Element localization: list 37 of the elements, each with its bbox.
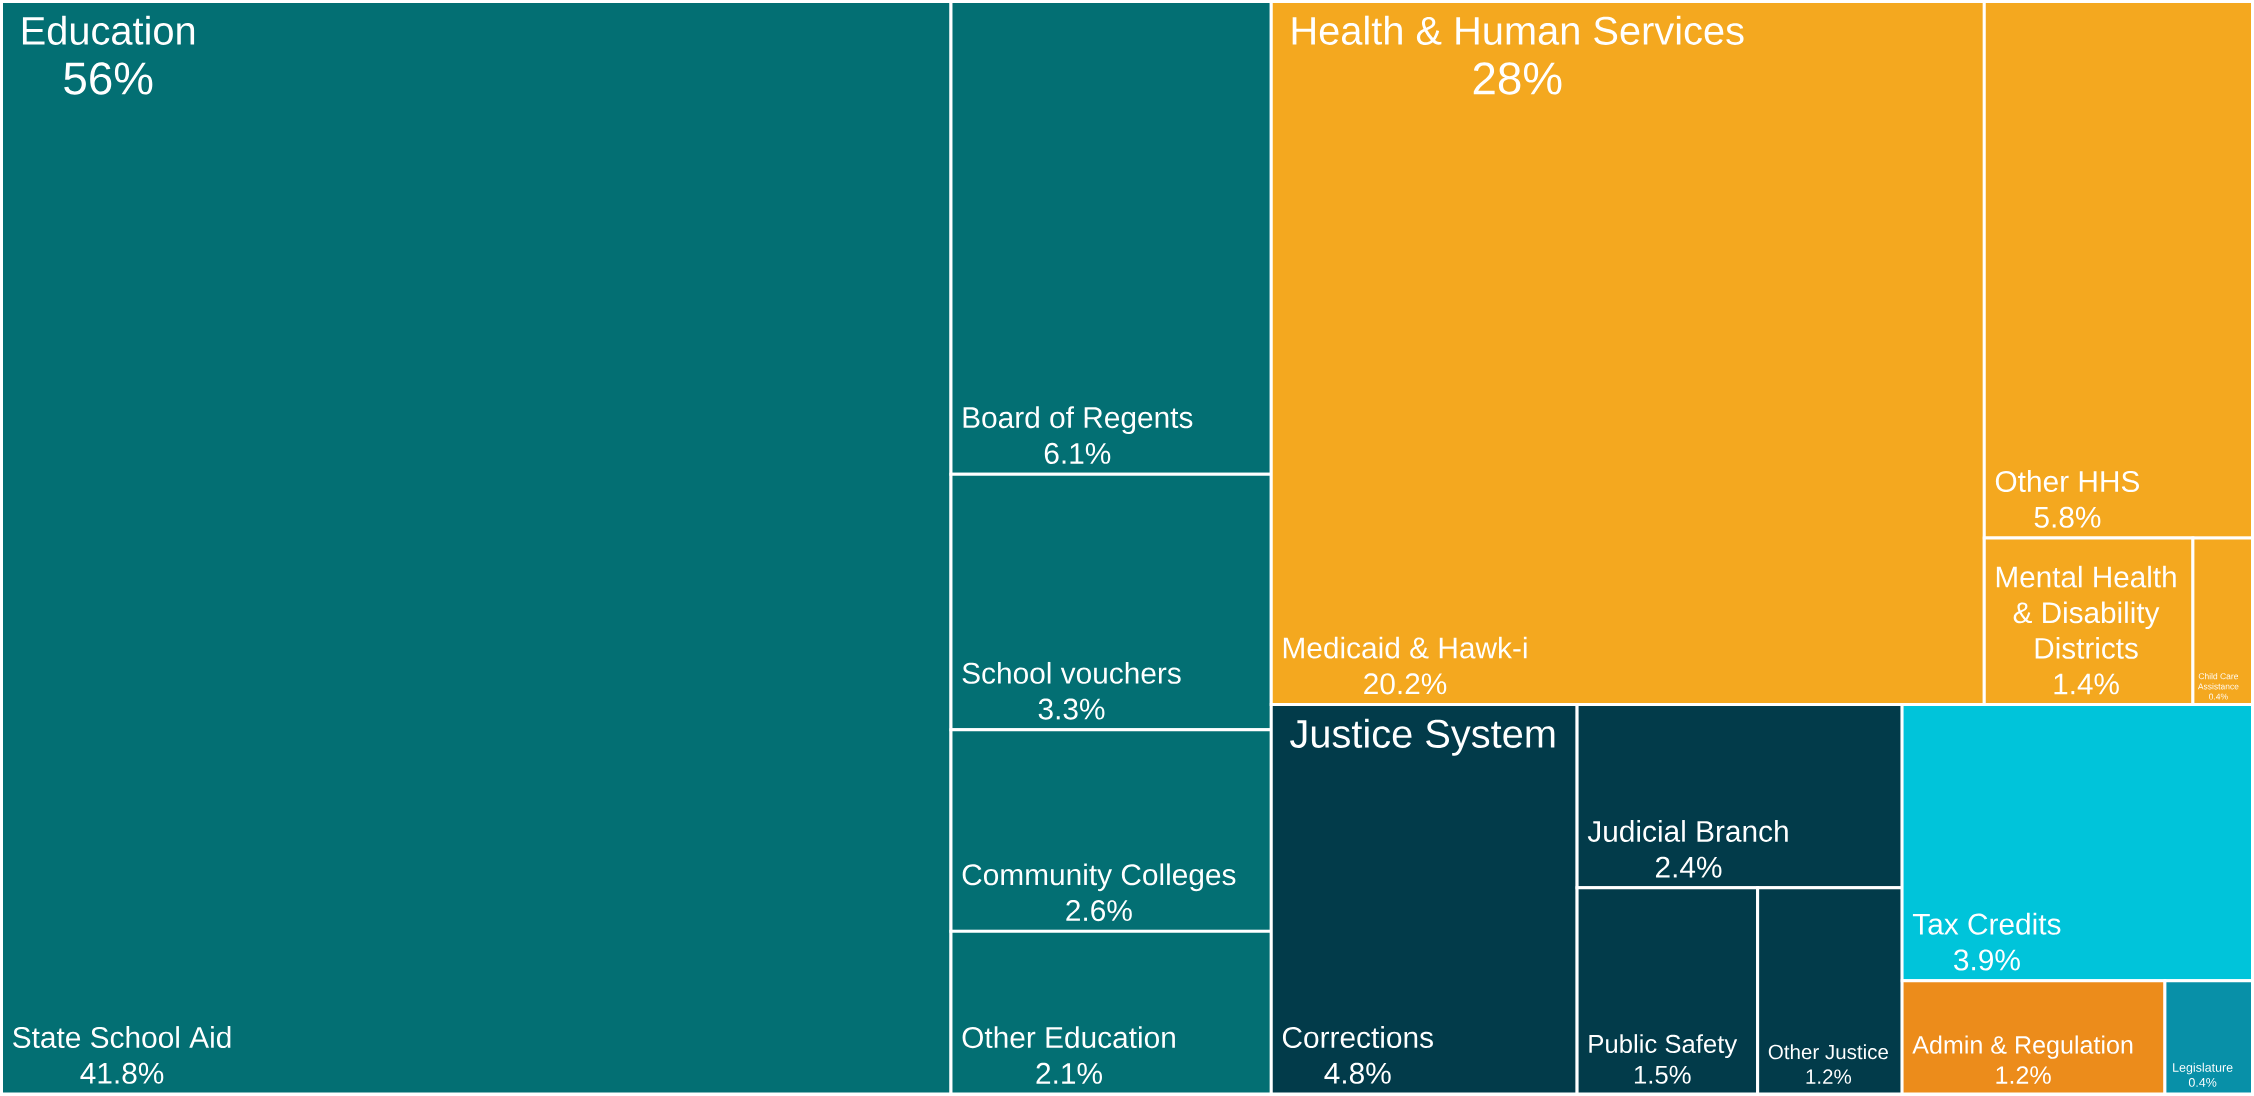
data-label: 3.3% (1038, 698, 1105, 720)
data-label: 2.6% (1066, 900, 1132, 922)
category-label: School vouchers (962, 662, 1181, 685)
data-label: 41.8% (80, 1062, 164, 1085)
category-label: Other HHS (1995, 470, 2139, 493)
text: 28% (1473, 62, 1562, 95)
category-label: Tax Credits (1912, 913, 2061, 935)
text: 56% (64, 62, 153, 95)
category-label: Other Education (962, 1026, 1175, 1049)
category-label: Public Safety (1589, 1034, 1738, 1059)
data-label: 20.2% (1364, 673, 1447, 695)
category-label: Mental Health & Disability Districts (1996, 566, 2176, 660)
series-label: Education (22, 15, 195, 46)
category-label: Legislature (2173, 1062, 2233, 1075)
category-label: Admin & Regulation (1912, 1035, 2133, 1060)
data-label: 1.2% (1996, 1066, 2051, 1085)
category-label: Other Justice (1768, 1044, 1888, 1060)
category-label: Board of Regents (963, 406, 1193, 435)
data-label: 5.8% (2034, 506, 2101, 529)
category-label: Medicaid & Hawk-i (1283, 636, 1527, 659)
data-label: 1.5% (1634, 1066, 1691, 1085)
series-label: Health & Human Services (1292, 15, 1744, 46)
data-label: 1.4% (2054, 673, 2119, 695)
category-label: Judicial Branch (1587, 820, 1788, 843)
data-label: 0.4% (2188, 1078, 2217, 1088)
category-label: State School Aid (13, 1026, 231, 1049)
series-label: Justice System (1290, 718, 1555, 757)
data-label: 4.8% (1324, 1062, 1391, 1085)
data-label: 0.4% (2209, 693, 2228, 700)
data-label: 3.9% (1954, 949, 2020, 971)
data-label: 2.1% (1036, 1063, 1102, 1085)
category-label: Community Colleges (962, 863, 1236, 892)
category-label: Corrections (1282, 1026, 1433, 1049)
data-label: 1.2% (1806, 1069, 1852, 1085)
data-label: 6.1% (1044, 443, 1111, 465)
category-label: Child Care Assistance (2197, 673, 2239, 690)
data-label: 2.4% (1655, 856, 1722, 878)
